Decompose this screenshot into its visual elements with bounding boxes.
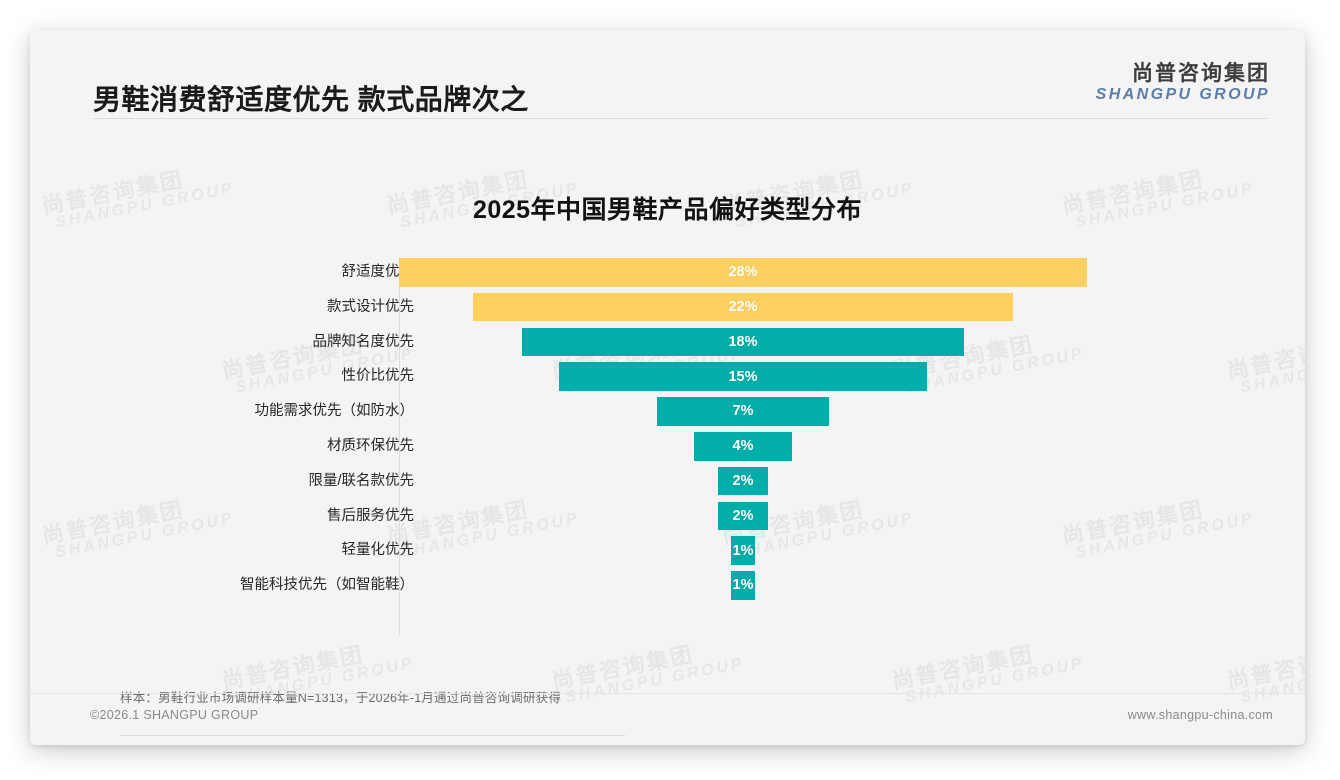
bar-category-label: 材质环保优先 <box>327 438 414 454</box>
sample-note: 样本：男鞋行业市场调研样本量N=1313，于2026年-1月通过尚普咨询调研获得 <box>120 691 562 705</box>
bar[interactable]: 1% <box>730 571 756 600</box>
bar-row: 功能需求优先（如防水） 7% <box>30 394 1305 429</box>
header-divider <box>93 118 1268 119</box>
bar-value-label: 18% <box>728 333 758 350</box>
bar-value-label: 28% <box>728 264 758 281</box>
bar[interactable]: 4% <box>693 432 793 461</box>
bar-category-label: 舒适度优先 <box>341 264 415 280</box>
chart-title: 2025年中国男鞋产品偏好类型分布 <box>472 196 863 224</box>
bar-category-label: 款式设计优先 <box>327 298 414 315</box>
bar-value-label: 15% <box>728 368 758 385</box>
logo-chinese-name: 尚普咨询集团 <box>1132 62 1270 85</box>
bar[interactable]: 2% <box>718 466 768 496</box>
bar-value-label: 2% <box>732 507 754 524</box>
funnel-bar-chart: 舒适度优先 28% 款式设计优先 22% 品牌知名度优先 18% 性价比优先 15% 功能需求优… <box>30 255 1305 645</box>
page-title: 男鞋消费舒适度优先 款式品牌次之 <box>93 84 529 115</box>
bar-row: 限量/联名款优先 2% <box>30 464 1305 499</box>
bar-category-label: 性价比优先 <box>341 368 415 385</box>
bar[interactable]: 2% <box>718 501 768 531</box>
bar[interactable]: 22% <box>472 292 1014 322</box>
bar-row: 智能科技优先（如智能鞋） 1% <box>30 568 1305 603</box>
bar[interactable]: 15% <box>558 362 928 391</box>
bar-category-label: 品牌知名度优先 <box>312 333 415 350</box>
bar-value-label: 22% <box>728 299 758 316</box>
logo-english-name: SHANGPU GROUP <box>1095 85 1270 103</box>
bar[interactable]: 28% <box>399 258 1087 287</box>
bar-value-label: 4% <box>732 438 754 455</box>
bar-row: 品牌知名度优先 18% <box>30 325 1305 360</box>
slide-header: 男鞋消费舒适度优先 款式品牌次之 尚普咨询集团 SHANGPU GROUP <box>30 30 1305 120</box>
bar-category-label: 智能科技优先（如智能鞋） <box>240 577 414 594</box>
website-link[interactable]: www.shangpu-china.com <box>1127 708 1273 722</box>
bar-value-label: 7% <box>732 403 754 420</box>
bar[interactable]: 18% <box>521 327 965 357</box>
bar-row: 舒适度优先 28% <box>30 255 1305 290</box>
bar-row: 性价比优先 15% <box>30 359 1305 394</box>
bar-row: 款式设计优先 22% <box>30 290 1305 325</box>
bar-value-label: 1% <box>732 577 754 594</box>
bar-category-label: 售后服务优先 <box>327 507 414 524</box>
category-axis-line <box>399 263 400 635</box>
bar-category-label: 限量/联名款优先 <box>308 472 414 489</box>
bar-category-label: 轻量化优先 <box>341 542 415 559</box>
slide-footer: ©2026.1 SHANGPU GROUP www.shangpu-china.… <box>30 693 1305 745</box>
copyright-text: ©2026.1 SHANGPU GROUP <box>90 708 259 722</box>
bar[interactable]: 7% <box>657 397 829 426</box>
bar-value-label: 1% <box>732 542 754 559</box>
bar-category-label: 功能需求优先（如防水） <box>254 403 415 420</box>
bar[interactable]: 1% <box>730 536 756 565</box>
sample-note-divider <box>120 735 625 736</box>
bar-value-label: 2% <box>732 473 754 490</box>
slide-card: 尚普咨询集团 SHANGPU GROUP 尚普咨询集团 SHANGPU GROUP 尚普… <box>30 30 1305 745</box>
bar-row: 售后服务优先 2% <box>30 499 1305 534</box>
bar-row: 材质环保优先 4% <box>30 429 1305 464</box>
company-logo: 尚普咨询集团 SHANGPU GROUP <box>1096 62 1270 103</box>
bar-row: 轻量化优先 1% <box>30 533 1305 568</box>
